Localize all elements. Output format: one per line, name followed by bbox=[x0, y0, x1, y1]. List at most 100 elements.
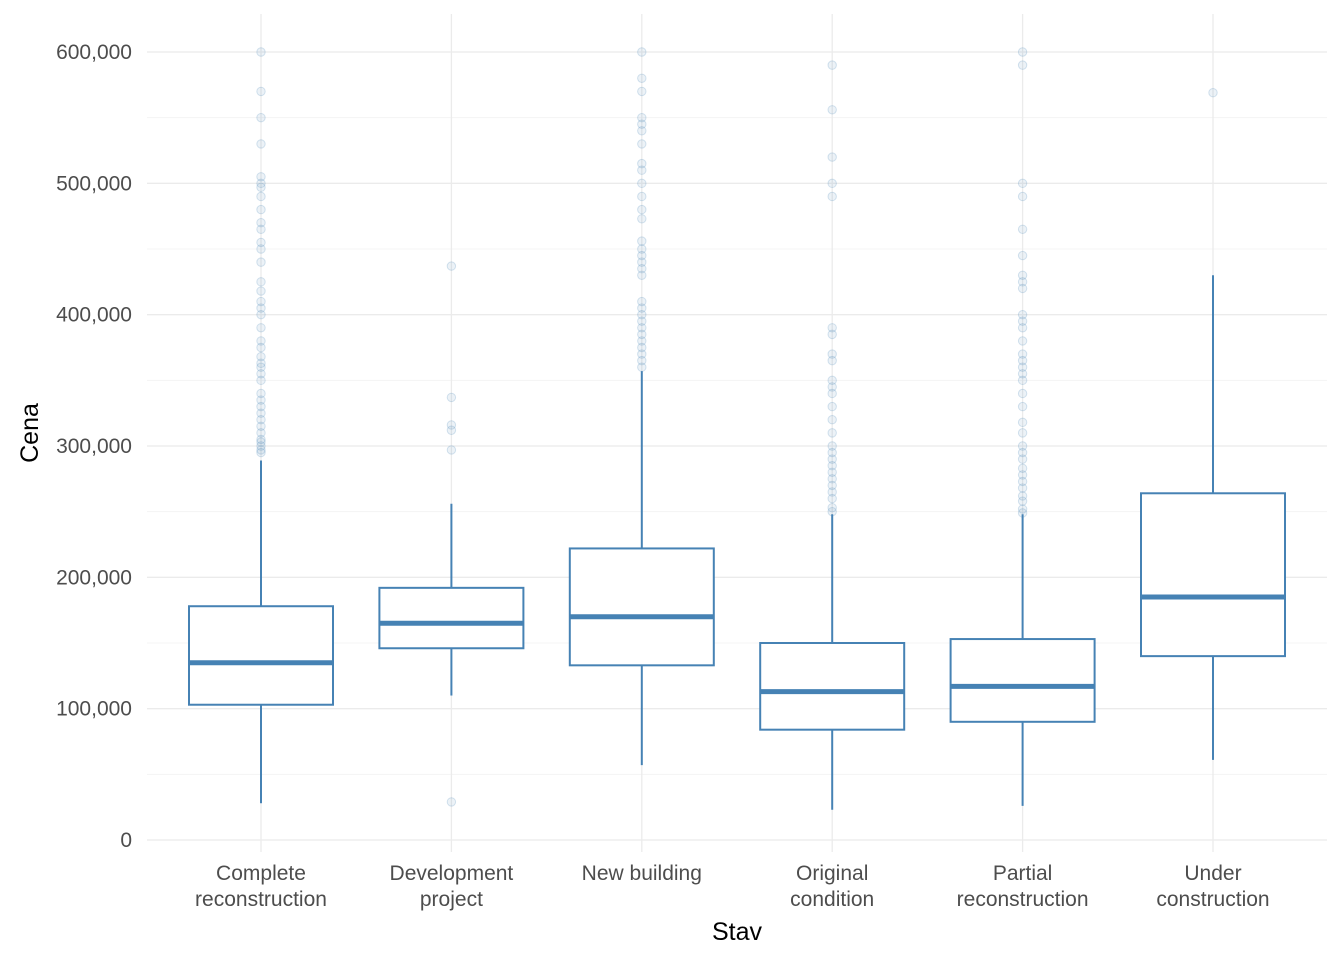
outlier-point bbox=[256, 309, 266, 320]
outlier-point bbox=[256, 257, 266, 267]
y-tick-label: 100,000 bbox=[56, 698, 132, 721]
outlier-point bbox=[1017, 355, 1028, 366]
outlier-point bbox=[827, 355, 837, 366]
outlier-point bbox=[827, 349, 837, 359]
outlier-point bbox=[827, 178, 837, 189]
outlier-point bbox=[827, 474, 837, 484]
outlier-point bbox=[256, 388, 266, 399]
outlier-point bbox=[1017, 504, 1028, 514]
outlier-point bbox=[827, 441, 837, 451]
outlier-point bbox=[1017, 323, 1028, 333]
outlier-point bbox=[827, 60, 837, 70]
box-iqr bbox=[949, 638, 1096, 723]
outlier-point bbox=[256, 408, 266, 418]
outlier-point bbox=[1017, 470, 1028, 480]
outlier-point bbox=[256, 401, 266, 412]
x-tick-label: Partial reconstruction bbox=[957, 862, 1089, 911]
x-axis-title: Stav bbox=[712, 918, 763, 946]
outlier-point bbox=[637, 119, 647, 129]
outlier-point bbox=[1017, 447, 1028, 458]
outlier-point bbox=[637, 112, 647, 123]
outlier-point bbox=[256, 323, 266, 333]
outlier-point bbox=[637, 178, 647, 189]
outlier-point bbox=[1017, 496, 1028, 506]
outlier-point bbox=[256, 47, 266, 57]
outlier-point bbox=[1017, 47, 1028, 57]
outlier-point bbox=[256, 447, 266, 458]
outlier-point bbox=[1017, 417, 1028, 428]
outlier-point bbox=[256, 182, 266, 192]
box-group bbox=[378, 261, 525, 807]
outlier-point bbox=[637, 270, 647, 280]
outlier-point bbox=[256, 351, 266, 362]
outlier-point bbox=[256, 218, 266, 228]
outlier-point bbox=[637, 244, 647, 254]
box-group bbox=[949, 47, 1096, 806]
outlier-point bbox=[637, 204, 647, 215]
grid-lines bbox=[147, 14, 1327, 852]
outlier-point bbox=[637, 349, 647, 359]
outlier-point bbox=[256, 244, 266, 254]
outlier-point bbox=[446, 392, 457, 403]
y-tick-label: 500,000 bbox=[56, 172, 132, 195]
outlier-point bbox=[637, 165, 647, 175]
box-iqr bbox=[759, 642, 906, 731]
outlier-point bbox=[637, 158, 647, 169]
outlier-point bbox=[827, 382, 837, 392]
outlier-point bbox=[256, 86, 266, 97]
outlier-point bbox=[827, 487, 837, 497]
x-tick-label-line: condition bbox=[790, 888, 874, 911]
outlier-point bbox=[256, 358, 266, 368]
outlier-point bbox=[446, 445, 457, 455]
outlier-point bbox=[446, 425, 457, 435]
box-group bbox=[1140, 88, 1286, 760]
outlier-point bbox=[827, 388, 837, 399]
outlier-point bbox=[256, 172, 266, 182]
y-axis-title: Cena bbox=[16, 403, 44, 463]
outlier-point bbox=[637, 86, 647, 97]
outlier-point bbox=[1017, 483, 1028, 493]
x-tick-label-line: Partial bbox=[993, 862, 1053, 885]
outlier-point bbox=[827, 503, 837, 513]
outlier-point bbox=[637, 342, 647, 353]
outlier-point bbox=[446, 797, 457, 807]
outlier-point bbox=[1017, 476, 1028, 487]
outlier-point bbox=[1017, 349, 1028, 359]
outlier-point bbox=[256, 362, 266, 372]
outlier-point bbox=[256, 286, 266, 296]
x-tick-label: Original condition bbox=[790, 862, 874, 911]
outlier-point bbox=[1017, 388, 1028, 399]
outlier-point bbox=[1017, 283, 1028, 294]
outlier-point bbox=[256, 303, 266, 313]
outlier-point bbox=[637, 329, 647, 340]
outlier-point bbox=[637, 214, 647, 224]
outlier-point bbox=[827, 401, 837, 412]
x-tick-label: Complete reconstruction bbox=[195, 862, 327, 911]
outlier-point bbox=[256, 369, 266, 379]
x-tick-label-line: New building bbox=[582, 862, 702, 885]
y-tick-label: 400,000 bbox=[56, 304, 132, 327]
outlier-point bbox=[637, 126, 647, 136]
outlier-point bbox=[256, 437, 266, 447]
outlier-point bbox=[827, 493, 837, 504]
outlier-point bbox=[1017, 463, 1028, 474]
outlier-point bbox=[827, 467, 837, 477]
outlier-point bbox=[256, 375, 266, 386]
outlier-point bbox=[827, 447, 837, 458]
y-tick-label: 300,000 bbox=[56, 435, 132, 458]
outlier-point bbox=[256, 415, 266, 425]
outlier-point bbox=[1017, 277, 1028, 287]
outlier-point bbox=[256, 112, 266, 123]
outlier-point bbox=[1017, 224, 1028, 235]
box-iqr bbox=[378, 586, 525, 650]
outlier-point bbox=[1017, 362, 1028, 372]
x-tick-label: Under construction bbox=[1156, 862, 1269, 911]
outlier-point bbox=[637, 191, 647, 202]
outlier-point bbox=[637, 296, 647, 307]
outlier-point bbox=[256, 178, 266, 189]
outlier-point bbox=[637, 316, 647, 326]
outlier-point bbox=[1017, 454, 1028, 464]
outlier-point bbox=[446, 261, 457, 271]
outlier-point bbox=[256, 277, 266, 287]
